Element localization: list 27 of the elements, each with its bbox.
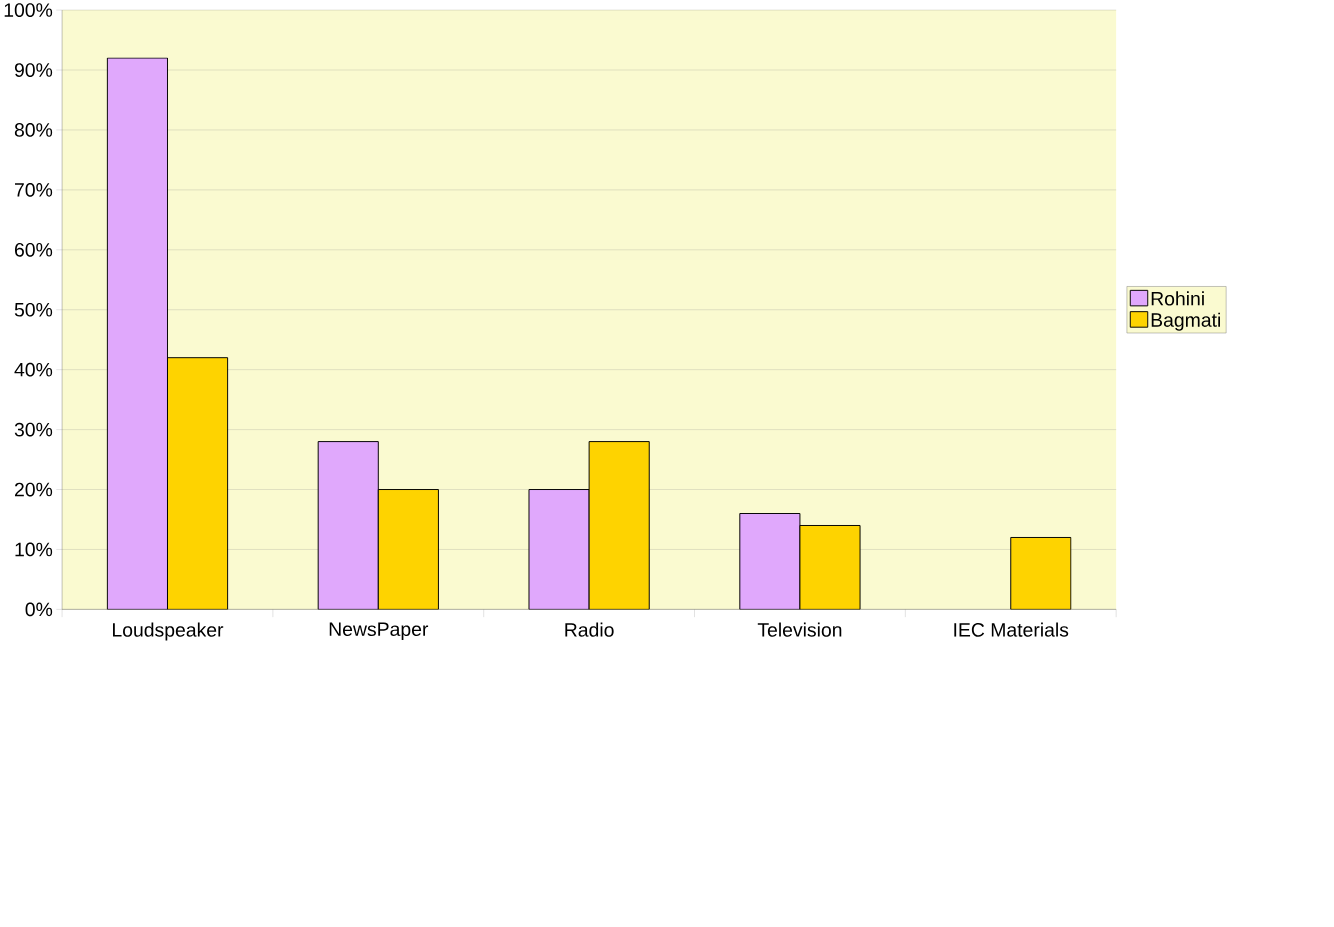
y-tick-label: 50% <box>14 302 53 317</box>
x-tick-label: NewsPaper <box>329 622 429 640</box>
y-tick-label: 20% <box>15 482 53 497</box>
bar <box>799 525 861 610</box>
legend-label: Bagmati <box>1151 312 1220 331</box>
legend-label: Rohini <box>1151 291 1204 306</box>
bar <box>588 441 650 610</box>
bar <box>106 57 168 610</box>
y-tick-label: 30% <box>14 422 53 437</box>
y-tick-label: 70% <box>15 183 53 197</box>
y-tick-label: 80% <box>14 123 53 137</box>
bar <box>528 489 590 610</box>
y-tick-label: 60% <box>15 242 53 257</box>
y-tick-label: 90% <box>14 63 53 77</box>
y-tick-label: 10% <box>15 542 53 557</box>
bar <box>739 513 801 610</box>
bar <box>317 441 379 610</box>
x-tick-label: Radio <box>565 622 614 637</box>
bar <box>1010 536 1072 610</box>
y-tick-label: 40% <box>14 362 53 377</box>
x-tick-label: Television <box>757 622 842 637</box>
x-tick-label: IEC Materials <box>954 622 1069 637</box>
x-tick-label: Loudspeaker <box>113 622 224 641</box>
bar <box>167 357 229 610</box>
y-tick-label: 0% <box>25 602 53 617</box>
y-tick-label: 100% <box>4 3 53 17</box>
bar <box>377 489 439 610</box>
